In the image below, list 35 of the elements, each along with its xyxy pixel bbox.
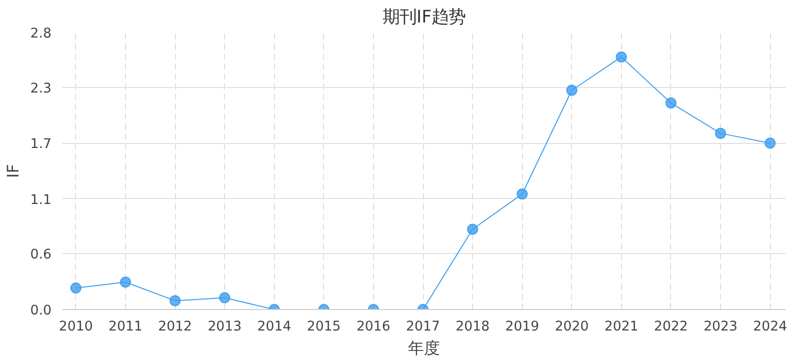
x-tick-label: 2013: [208, 320, 242, 334]
x-tick-label: 2016: [356, 320, 390, 334]
x-tick-label: 2015: [306, 320, 341, 334]
x-tick-label: 2022: [654, 320, 688, 334]
chart-title: 期刊IF趋势: [382, 8, 466, 28]
point: [70, 282, 82, 294]
x-tick-label: 2019: [505, 320, 540, 334]
y-tick-label: 1.1: [30, 192, 52, 208]
point: [616, 51, 627, 62]
y-tick-label: 2.3: [30, 81, 52, 96]
x-axis-title: 年度: [408, 338, 440, 358]
x-tick-label: 2011: [108, 320, 142, 334]
x-tick-label: 2020: [554, 320, 589, 334]
x-tick-label: 2023: [704, 320, 738, 334]
y-tick-label: 0.0: [30, 304, 52, 318]
y-tick-label: 1.7: [30, 137, 52, 152]
x-tick-label: 2014: [257, 320, 292, 334]
point: [170, 295, 181, 306]
point: [120, 276, 131, 288]
point: [566, 84, 578, 96]
x-tick-label: 2017: [406, 320, 440, 334]
point: [516, 188, 528, 200]
x-tick-label: 2012: [158, 320, 192, 334]
y-axis-title: IF: [3, 164, 22, 178]
x-tick-label: 2024: [753, 320, 788, 334]
point: [715, 128, 726, 139]
point: [467, 224, 478, 235]
x-tick-label: 2010: [58, 320, 93, 334]
point: [764, 138, 776, 149]
y-tick-label: 0.6: [30, 248, 52, 263]
x-tick-label: 2018: [456, 320, 490, 334]
point: [665, 97, 676, 108]
point: [219, 292, 230, 304]
x-tick-label: 2021: [604, 320, 638, 334]
y-tick-label: 2.8: [30, 26, 52, 42]
